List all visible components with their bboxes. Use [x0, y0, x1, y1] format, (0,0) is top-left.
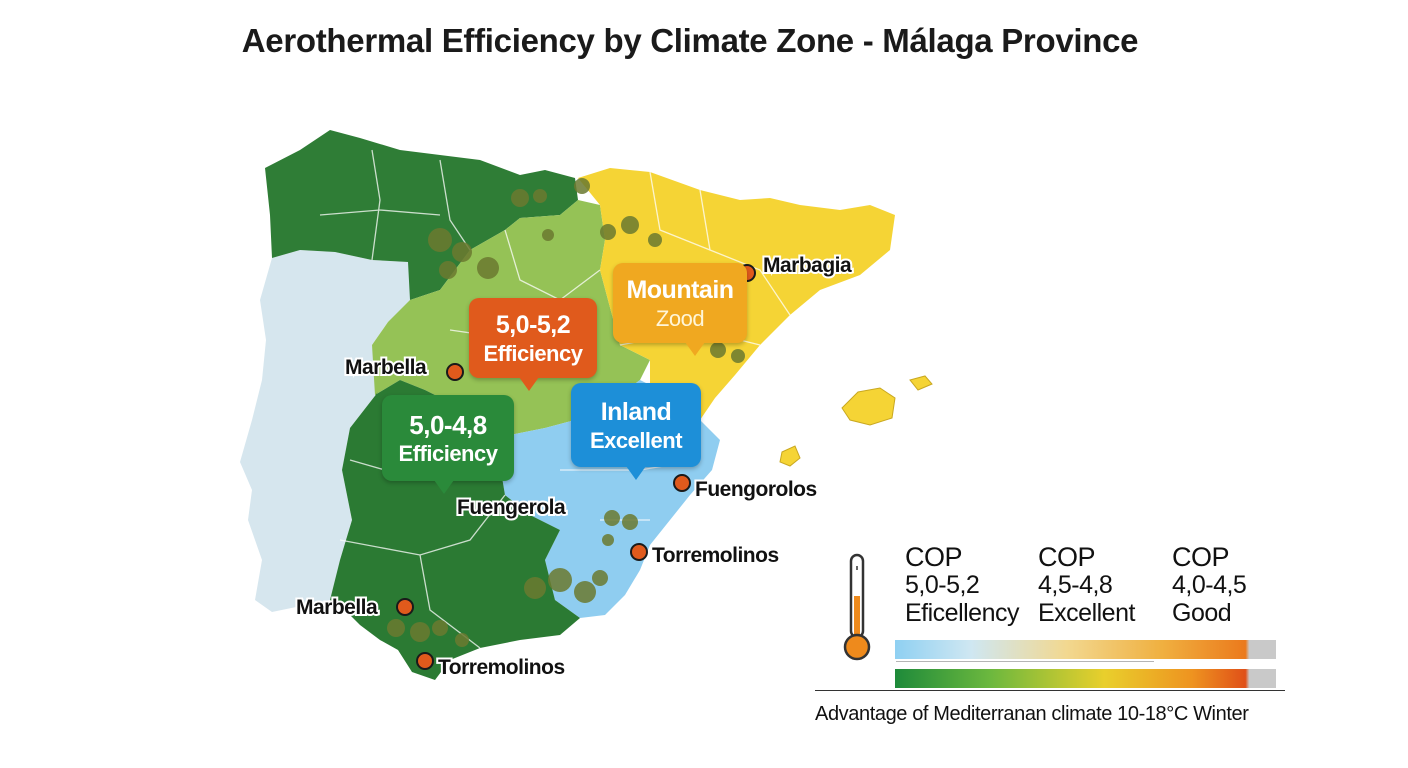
legend-2-label: COP	[1038, 542, 1096, 572]
legend-2-rating: Excellent	[1038, 599, 1135, 627]
legend-1-range: 5,0-5,2	[905, 571, 980, 599]
island-mallorca	[841, 387, 896, 426]
island-menorca	[909, 375, 933, 391]
bubble-green-line1: 5,0-4,8	[409, 409, 487, 440]
footnote-rule	[815, 690, 1285, 691]
region-northwest	[265, 130, 578, 300]
legend-item-3: COP 4,0-4,5 Good	[1172, 542, 1247, 627]
efficiency-bubble-blue: Inland Excellent	[571, 383, 701, 480]
city-label-torremolinos-south: Torremolinos	[438, 656, 565, 679]
marker-torremolinos-east	[630, 543, 648, 561]
climate-footnote: Advantage of Mediterranan climate 10-18°…	[815, 703, 1249, 725]
efficiency-bubble-green: 5,0-4,8 Efficiency	[382, 395, 514, 494]
bubble-orange-line1: 5,0-5,2	[495, 310, 571, 339]
legend-gradient-bar-top	[895, 640, 1276, 659]
efficiency-bubble-orange: 5,0-5,2 Efficiency	[469, 298, 597, 391]
marker-torremolinos-south	[416, 652, 434, 670]
legend-item-2: COP 4,5-4,8 Excellent	[1038, 543, 1135, 627]
city-label-marbagia: Marbagia	[763, 254, 852, 277]
bubble-blue-line2: Excellent	[589, 427, 683, 453]
bubble-orange-line2: Efficiency	[483, 340, 583, 366]
legend-1-rating: Eficellency	[905, 599, 1020, 627]
legend-gradient-bar-bottom	[895, 669, 1276, 688]
city-label-marbella-north: Marbella	[345, 356, 427, 379]
city-label-marbella-south: Marbella	[296, 596, 378, 619]
region-portugal	[240, 250, 420, 612]
legend-3-rating: Good	[1172, 599, 1232, 627]
legend-3-range: 4,0-4,5	[1172, 571, 1247, 599]
city-label-fuengorolos: Fuengorolos	[695, 478, 817, 501]
legend-item-1: COP 5,0-5,2 Eficellency	[905, 542, 1020, 627]
marker-marbella-south	[396, 598, 414, 616]
marker-fuengorolos	[673, 474, 691, 492]
page-title: Aerothermal Efficiency by Climate Zone -…	[241, 22, 1139, 59]
legend-bar-divider	[896, 661, 1154, 662]
marker-marbella-north	[446, 363, 464, 381]
region-borders	[319, 149, 791, 649]
thermometer-icon	[843, 553, 871, 661]
legend-2-range: 4,5-4,8	[1038, 571, 1113, 599]
bubble-blue-line1: Inland	[600, 397, 672, 426]
bubble-yellow-line1: Mountain	[626, 275, 734, 304]
bubble-yellow-line2: Zood	[655, 305, 705, 331]
island-ibiza	[779, 445, 801, 467]
tree-clusters	[387, 178, 745, 647]
legend-3-label: COP	[1172, 542, 1230, 572]
city-label-fuengerola: Fuengerola	[457, 496, 566, 519]
city-label-torremolinos-east: Torremolinos	[652, 544, 779, 567]
legend-1-label: COP	[905, 542, 963, 572]
bubble-green-line2: Efficiency	[398, 440, 498, 466]
efficiency-bubble-yellow: Mountain Zood	[613, 263, 747, 356]
